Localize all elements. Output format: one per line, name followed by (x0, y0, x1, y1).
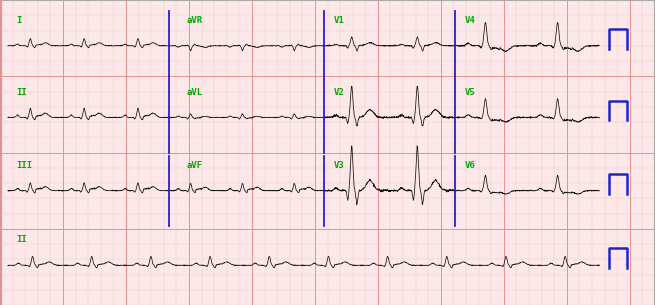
Text: V2: V2 (334, 88, 345, 97)
Text: V1: V1 (334, 16, 345, 25)
Text: V4: V4 (465, 16, 476, 25)
Text: aVR: aVR (187, 16, 203, 25)
Text: V3: V3 (334, 161, 345, 170)
Text: I: I (16, 16, 22, 25)
Text: aVF: aVF (187, 161, 203, 170)
Text: II: II (16, 88, 27, 97)
Text: V6: V6 (465, 161, 476, 170)
Text: II: II (16, 235, 27, 245)
Text: V5: V5 (465, 88, 476, 97)
Text: aVL: aVL (187, 88, 203, 97)
Text: III: III (16, 161, 33, 170)
